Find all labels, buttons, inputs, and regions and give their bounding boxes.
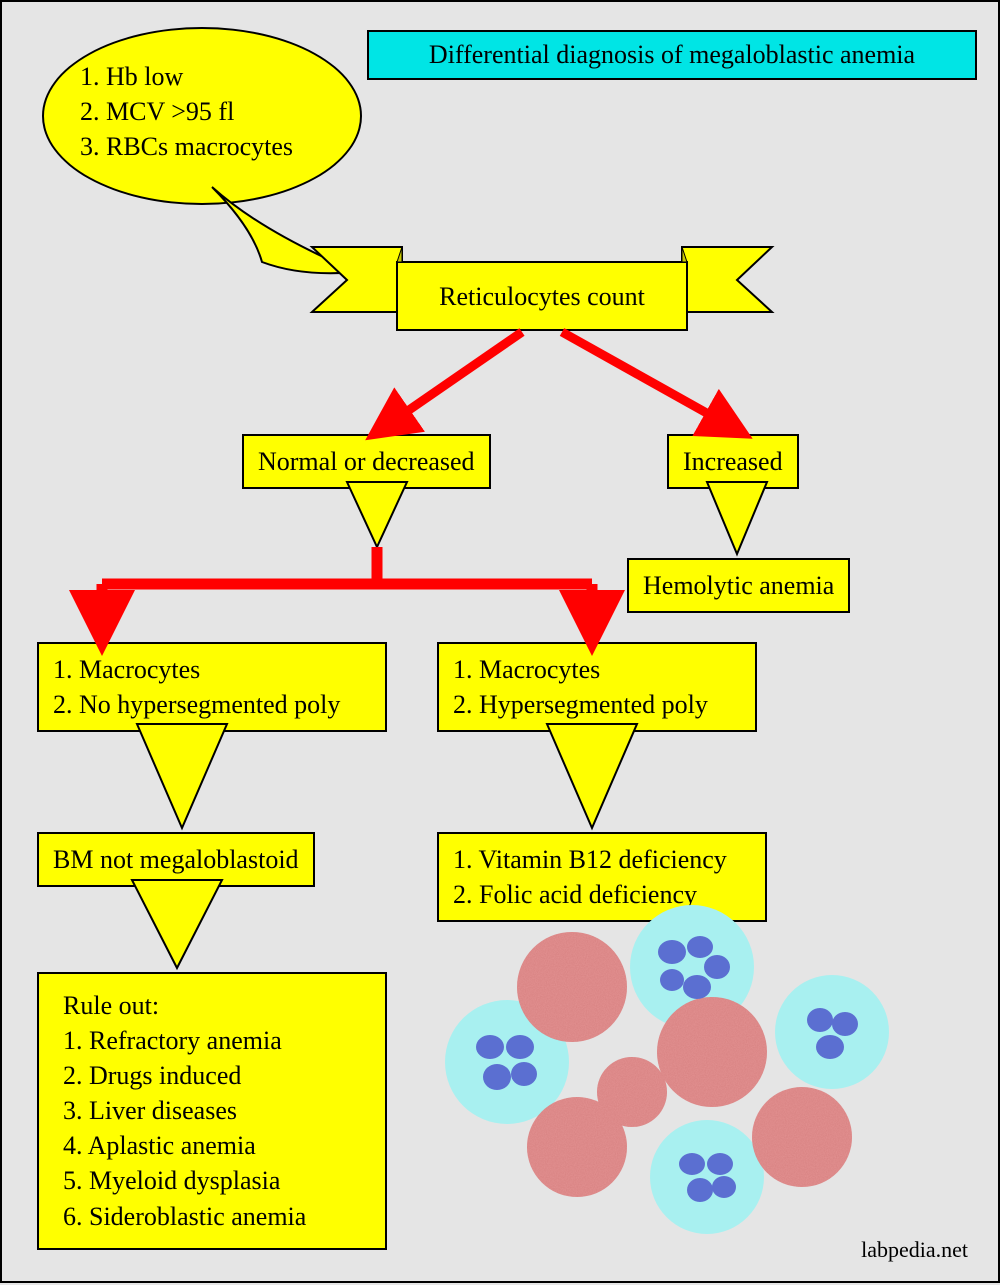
ruleout-5: 5. Myeloid dysplasia xyxy=(63,1163,361,1198)
ruleout-node: Rule out: 1. Refractory anemia 2. Drugs … xyxy=(37,972,387,1250)
tail-normal xyxy=(347,482,407,547)
macro-hyper-2: 2. Hypersegmented poly xyxy=(453,687,741,722)
ruleout-2: 2. Drugs induced xyxy=(63,1058,361,1093)
macro-hyper-node: 1. Macrocytes 2. Hypersegmented poly xyxy=(437,642,757,732)
arrow-to-left xyxy=(380,332,522,430)
ruleout-6: 6. Sideroblastic anemia xyxy=(63,1199,361,1234)
tail-bm xyxy=(132,880,222,968)
branch-left-node: Normal or decreased xyxy=(242,434,491,489)
start-line-3: 3. RBCs macrocytes xyxy=(80,129,324,164)
watermark-text: labpedia.net xyxy=(861,1237,968,1262)
ruleout-1: 1. Refractory anemia xyxy=(63,1023,361,1058)
start-node: 1. Hb low 2. MCV >95 fl 3. RBCs macrocyt… xyxy=(42,27,362,205)
macro-no-hyper-node: 1. Macrocytes 2. No hypersegmented poly xyxy=(37,642,387,732)
banner-text: Reticulocytes count xyxy=(439,282,646,311)
macro-hyper-1: 1. Macrocytes xyxy=(453,652,741,687)
b12-2: 2. Folic acid deficiency xyxy=(453,877,751,912)
b12-1: 1. Vitamin B12 deficiency xyxy=(453,842,751,877)
diagram-title: Differential diagnosis of megaloblastic … xyxy=(367,30,977,80)
hemolytic-node: Hemolytic anemia xyxy=(627,558,850,613)
b12-folic-node: 1. Vitamin B12 deficiency 2. Folic acid … xyxy=(437,832,767,922)
ruleout-0: Rule out: xyxy=(63,988,361,1023)
hemolytic-text: Hemolytic anemia xyxy=(643,571,834,600)
branch-right-text: Increased xyxy=(683,447,783,476)
bm-not-text: BM not megaloblastoid xyxy=(53,845,299,874)
ruleout-3: 3. Liver diseases xyxy=(63,1093,361,1128)
arrow-to-right xyxy=(562,332,737,430)
title-text: Differential diagnosis of megaloblastic … xyxy=(429,40,915,69)
macro-no-hyper-2: 2. No hypersegmented poly xyxy=(53,687,371,722)
bm-not-node: BM not megaloblastoid xyxy=(37,832,315,887)
branch-right-node: Increased xyxy=(667,434,799,489)
tail-macro-no xyxy=(137,724,227,828)
ruleout-4: 4. Aplastic anemia xyxy=(63,1128,361,1163)
branch-left-text: Normal or decreased xyxy=(258,447,475,476)
watermark: labpedia.net xyxy=(861,1237,968,1263)
split-bracket xyxy=(102,547,592,634)
banner-ribbon xyxy=(312,247,772,330)
tail-macro-yes xyxy=(547,724,637,828)
tail-increased xyxy=(707,482,767,554)
start-line-1: 1. Hb low xyxy=(80,59,324,94)
macro-no-hyper-1: 1. Macrocytes xyxy=(53,652,371,687)
cells-illustration xyxy=(445,905,889,1234)
start-line-2: 2. MCV >95 fl xyxy=(80,94,324,129)
